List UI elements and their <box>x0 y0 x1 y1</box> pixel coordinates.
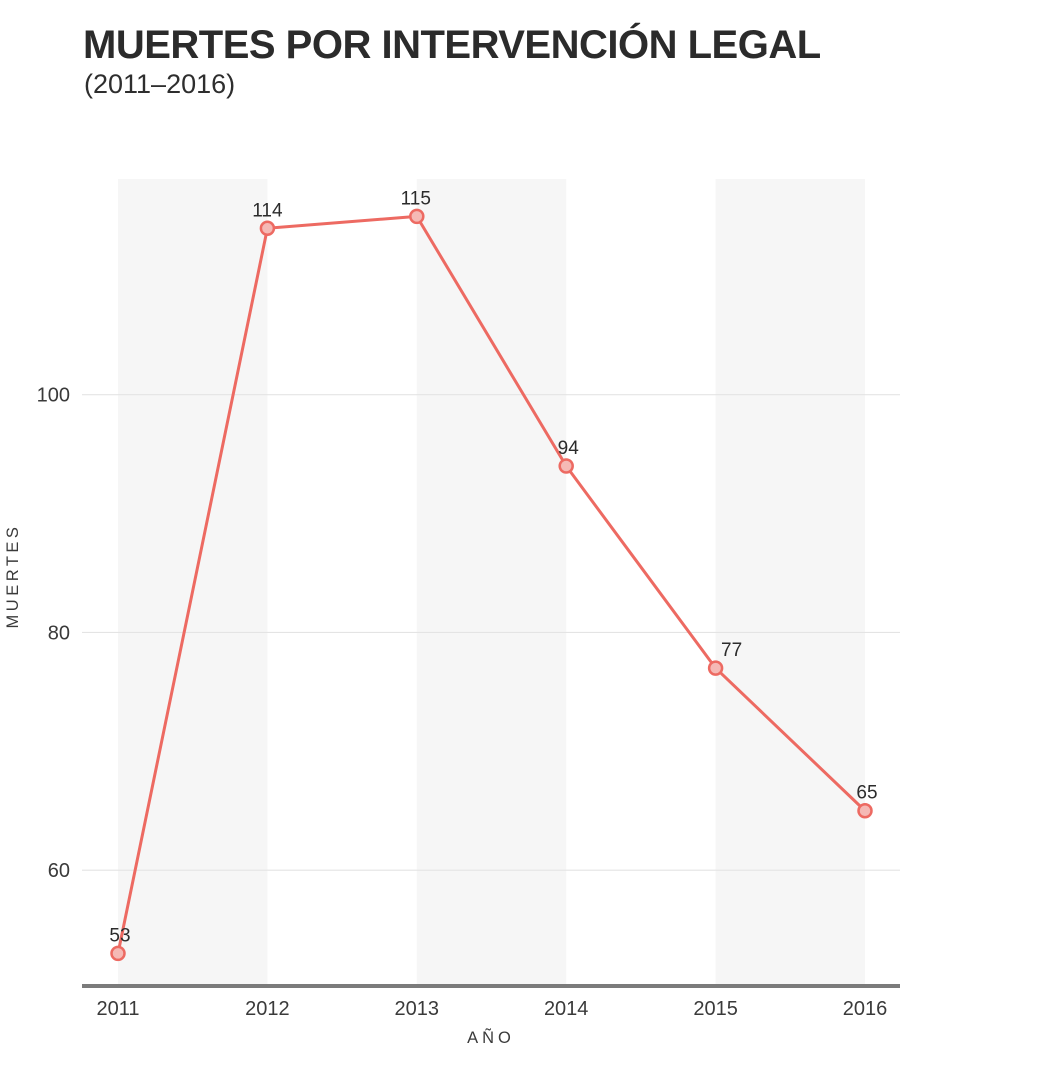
data-point-label: 115 <box>401 188 431 209</box>
data-line <box>116 214 867 955</box>
x-axis-title: AÑO <box>467 1027 515 1047</box>
data-point-label: 65 <box>856 783 877 804</box>
y-axis-title: MUERTES <box>4 524 22 629</box>
data-point <box>558 458 574 474</box>
x-tick-label: 2011 <box>96 998 139 1020</box>
data-point-label: 94 <box>558 438 580 459</box>
data-point-label: 114 <box>252 200 283 221</box>
y-tick-label: 100 <box>37 385 70 407</box>
data-point <box>857 802 873 819</box>
data-point-label: 53 <box>109 925 130 946</box>
data-point <box>110 945 126 962</box>
x-tick-label: 2016 <box>843 998 888 1020</box>
data-point <box>409 208 425 225</box>
x-tick-label: 2013 <box>395 998 440 1020</box>
data-point <box>707 660 724 676</box>
background-band <box>416 179 567 986</box>
x-tick-label: 2015 <box>693 998 738 1020</box>
chart-title: MUERTES POR INTERVENCIÓN LEGAL <box>83 23 821 67</box>
background-band <box>715 179 865 986</box>
y-tick-label: 60 <box>48 860 70 882</box>
x-tick-label: 2012 <box>245 998 290 1020</box>
chart-subtitle: (2011–2016) <box>84 69 236 99</box>
background-band <box>118 179 268 986</box>
data-point <box>259 220 276 237</box>
data-point-label: 77 <box>721 640 742 661</box>
y-tick-label: 80 <box>48 622 70 644</box>
x-axis-line <box>82 984 900 988</box>
x-tick-label: 2014 <box>544 998 589 1020</box>
